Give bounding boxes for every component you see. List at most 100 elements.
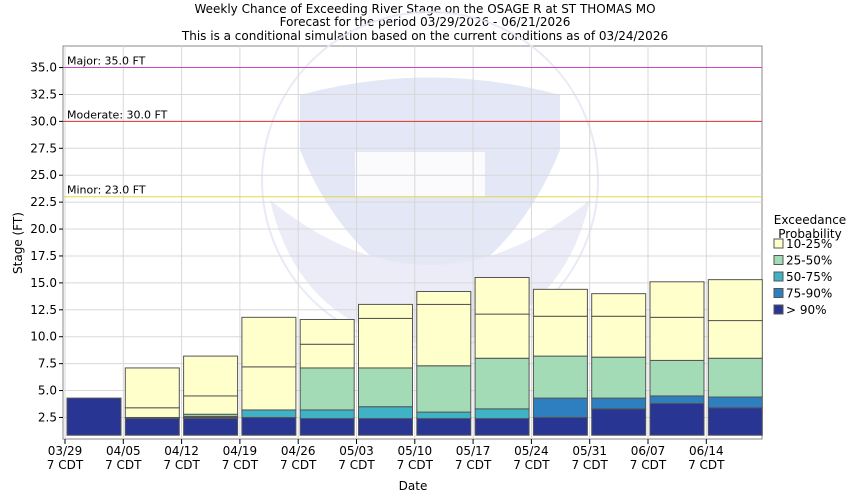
legend-label: 75-90%: [786, 287, 832, 301]
bar-segment: [591, 315, 647, 358]
bar-segment: [649, 316, 705, 361]
bar-segment: [299, 318, 355, 345]
x-tick-date: 05/24: [514, 444, 549, 458]
bar-segment: [416, 303, 472, 367]
bar-segment: [358, 303, 413, 319]
bar-segment: [591, 356, 647, 399]
bar-segment: [299, 367, 355, 411]
x-tick-date: 03/29: [48, 444, 83, 458]
x-tick-date: 04/05: [106, 444, 141, 458]
x-tick-tz: 7 CDT: [338, 458, 375, 472]
bar-segment: [183, 355, 239, 397]
legend-swatch: [773, 288, 784, 298]
x-axis-title: Date: [399, 479, 428, 493]
x-tick-date: 04/12: [164, 444, 199, 458]
bar-segment: [707, 396, 763, 409]
y-tick-label: 17.5: [30, 249, 57, 263]
x-tick-tz: 7 CDT: [280, 458, 317, 472]
bar-segment: [649, 359, 705, 397]
bar-segment: [474, 408, 530, 420]
legend-title-line-2: Probability: [778, 227, 841, 241]
bar-stacks: [66, 276, 763, 436]
x-tick-date: 04/26: [281, 444, 316, 458]
x-tick-tz: 7 CDT: [630, 458, 667, 472]
y-tick-label: 15.0: [30, 276, 57, 290]
x-tick-tz: 7 CDT: [571, 458, 608, 472]
y-tick-label: 5.0: [38, 384, 57, 398]
legend-label: > 90%: [786, 303, 827, 317]
bar-segment: [532, 355, 588, 399]
bar-segment: [707, 279, 763, 322]
bar-segment: [299, 418, 355, 436]
x-tick-tz: 7 CDT: [163, 458, 200, 472]
x-tick-date: 05/03: [339, 444, 374, 458]
x-tick-tz: 7 CDT: [47, 458, 84, 472]
bar-segment: [416, 290, 472, 305]
legend-label: 10-25%: [786, 237, 832, 251]
y-tick-label: 32.5: [30, 87, 57, 101]
flood-stage-label: Moderate: 30.0 FT: [67, 108, 168, 121]
bar-segment: [124, 367, 180, 409]
bar-segment: [707, 407, 763, 436]
bar-segment: [591, 408, 647, 436]
bar-segment: [183, 395, 239, 415]
y-tick-label: 20.0: [30, 222, 57, 236]
bar-segment: [358, 367, 413, 408]
x-tick-tz: 7 CDT: [222, 458, 259, 472]
flood-stage-lines: Major: 35.0 FT Moderate: 30.0 FT Minor: 23…: [63, 55, 762, 198]
bar-segment: [532, 315, 588, 357]
bar-segment: [707, 357, 763, 398]
legend-swatch: [773, 271, 784, 282]
bar-segment: [707, 320, 763, 359]
bar-segment: [649, 395, 705, 404]
bar-segment: [532, 416, 588, 436]
bar-segment: [649, 281, 705, 318]
bar-segment: [358, 418, 413, 436]
y-tick-label: 12.5: [30, 303, 57, 317]
bar-segment: [124, 407, 180, 418]
bar-segment: [66, 397, 122, 436]
chart-subtitle-2: This is a conditional simulation based o…: [181, 29, 668, 43]
legend: Exceedance Probability 10-25% 25-50% 50-75…: [773, 213, 846, 317]
x-tick-date: 05/10: [398, 444, 433, 458]
bar-segment: [474, 276, 530, 315]
bar-segment: [532, 288, 588, 317]
y-tick-label: 27.5: [30, 141, 57, 155]
flood-stage-label: Major: 35.0 FT: [67, 55, 146, 68]
bar-segment: [474, 313, 530, 359]
y-tick-label: 35.0: [30, 61, 57, 75]
bar-segment: [358, 317, 413, 369]
bar-segment: [183, 418, 239, 436]
bar-segment: [241, 316, 297, 368]
y-tick-label: 22.5: [30, 195, 57, 209]
chart-subtitle-1: Forecast for the period 03/29/2026 - 06/…: [280, 15, 571, 29]
bar-segment: [241, 366, 297, 411]
y-tick-label: 30.0: [30, 114, 57, 128]
y-axis-title: Stage (FT): [11, 212, 25, 274]
bar-segment: [358, 406, 413, 420]
legend-swatch: [773, 304, 784, 315]
flood-stage-label: Minor: 23.0 FT: [67, 184, 146, 197]
x-tick-date: 06/07: [631, 444, 666, 458]
bar-segment: [649, 402, 705, 436]
bar-segment: [532, 397, 588, 418]
x-tick-tz: 7 CDT: [397, 458, 434, 472]
x-tick-date: 05/17: [456, 444, 491, 458]
bar-segment: [416, 411, 472, 420]
x-tick-tz: 7 CDT: [455, 458, 492, 472]
bar-segment: [474, 357, 530, 410]
bar-segment: [591, 397, 647, 410]
bar-segment: [299, 409, 355, 420]
bar-segment: [241, 409, 297, 418]
bar-segment: [241, 416, 297, 436]
bar-segment: [416, 418, 472, 436]
legend-swatch: [773, 255, 784, 265]
x-tick-date: 05/31: [572, 444, 607, 458]
x-tick-tz: 7 CDT: [513, 458, 550, 472]
bar-segment: [591, 293, 647, 317]
legend-title-line-1: Exceedance: [774, 213, 846, 227]
legend-label: 50-75%: [786, 270, 832, 284]
bar-segment: [124, 418, 180, 436]
y-axis: 2.5 5.0 7.5 10.0 12.5 15.0 17.5 20.0 22.5 25.0 27.…: [30, 61, 63, 424]
